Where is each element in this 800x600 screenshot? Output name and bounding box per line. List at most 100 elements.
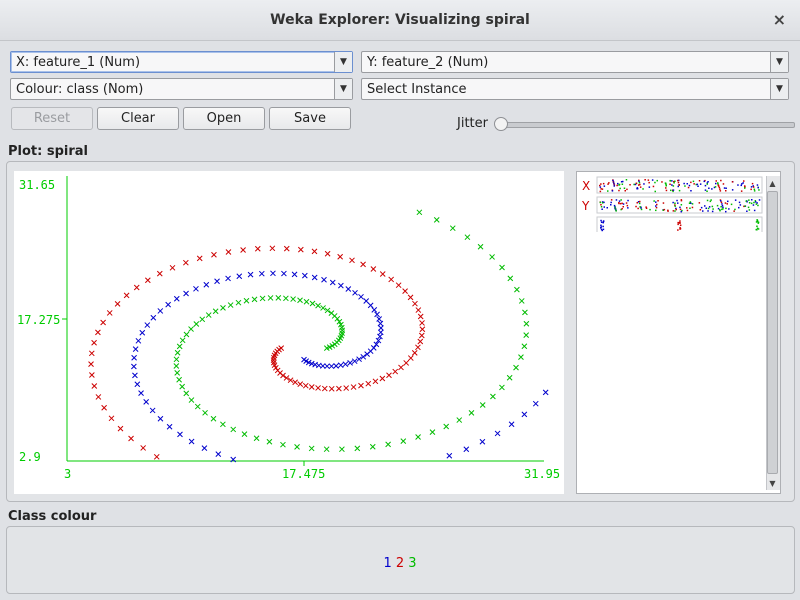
scatter-point-class-3[interactable] — [280, 441, 286, 448]
scatter-point-class-1[interactable] — [329, 279, 336, 286]
scatter-point-class-3[interactable] — [354, 445, 361, 452]
scatter-point-class-2[interactable] — [108, 415, 115, 422]
scatter-point-class-1[interactable] — [494, 430, 501, 437]
class-legend-item-3[interactable]: 3 — [408, 556, 417, 571]
scatter-point-class-2[interactable] — [398, 364, 404, 371]
scatter-point-class-3[interactable] — [220, 305, 226, 311]
scatter-point-class-3[interactable] — [194, 403, 201, 410]
scatter-point-class-3[interactable] — [275, 295, 282, 301]
scatter-point-class-2[interactable] — [402, 288, 408, 295]
scatter-point-class-3[interactable] — [523, 332, 530, 338]
scatter-point-class-1[interactable] — [132, 346, 139, 353]
scatter-point-class-2[interactable] — [419, 326, 426, 333]
scatter-point-class-2[interactable] — [407, 355, 414, 361]
scatter-point-class-3[interactable] — [499, 264, 505, 271]
scatter-point-class-1[interactable] — [374, 311, 380, 318]
scatter-point-class-1[interactable] — [193, 285, 199, 292]
scatter-point-class-2[interactable] — [292, 379, 299, 386]
scatter-point-class-3[interactable] — [479, 402, 486, 408]
clear-button[interactable]: Clear — [97, 107, 179, 130]
scatter-point-class-3[interactable] — [266, 438, 273, 445]
scatter-point-class-1[interactable] — [183, 290, 189, 297]
scatter-point-class-1[interactable] — [247, 271, 254, 278]
scatter-point-class-1[interactable] — [230, 456, 237, 463]
scatter-point-class-3[interactable] — [507, 275, 514, 282]
scatter-point-class-1[interactable] — [333, 362, 339, 369]
scatter-point-class-3[interactable] — [179, 383, 186, 390]
scatter-point-class-2[interactable] — [100, 319, 106, 326]
scatter-point-class-2[interactable] — [365, 380, 372, 387]
scatter-point-class-3[interactable] — [179, 337, 186, 344]
scatter-point-class-3[interactable] — [477, 243, 484, 250]
scatter-point-class-2[interactable] — [140, 445, 147, 451]
scatter-point-class-1[interactable] — [165, 301, 172, 308]
scatter-point-class-2[interactable] — [254, 245, 261, 252]
scatter-point-class-3[interactable] — [506, 374, 513, 381]
scatter-point-class-3[interactable] — [456, 417, 463, 423]
scatter-point-class-2[interactable] — [418, 332, 425, 339]
scatter-point-class-2[interactable] — [91, 383, 98, 389]
scatter-point-class-1[interactable] — [157, 415, 164, 422]
scatter-point-class-1[interactable] — [360, 353, 367, 360]
scatter-point-class-1[interactable] — [321, 276, 327, 283]
scatter-point-class-1[interactable] — [345, 286, 352, 292]
scatter-point-class-3[interactable] — [443, 423, 450, 430]
scatter-point-class-2[interactable] — [133, 284, 140, 291]
scatter-point-class-2[interactable] — [283, 375, 290, 381]
scatter-point-class-1[interactable] — [305, 359, 312, 366]
scatter-point-class-2[interactable] — [392, 368, 399, 375]
scatter-point-class-2[interactable] — [417, 313, 424, 320]
scatter-point-class-2[interactable] — [269, 245, 276, 252]
scatter-point-class-1[interactable] — [358, 293, 364, 300]
scatter-point-class-3[interactable] — [324, 307, 331, 314]
scatter-point-class-3[interactable] — [449, 225, 456, 232]
scatter-point-class-2[interactable] — [95, 329, 101, 336]
scatter-point-class-1[interactable] — [157, 308, 164, 314]
class-legend-item-2[interactable]: 2 — [395, 556, 405, 571]
scatter-plot[interactable]: 31.65 17.275 2.9 3 17.475 31.95 — [14, 171, 564, 494]
scatter-point-class-3[interactable] — [235, 299, 242, 306]
scatter-point-class-1[interactable] — [377, 329, 384, 336]
scatter-point-class-2[interactable] — [88, 350, 95, 357]
scatter-point-class-2[interactable] — [370, 266, 377, 272]
scatter-point-class-1[interactable] — [138, 390, 144, 396]
scatter-point-class-2[interactable] — [287, 377, 294, 384]
scatter-point-class-1[interactable] — [225, 275, 231, 282]
scatter-point-class-1[interactable] — [188, 438, 195, 445]
scatter-point-class-3[interactable] — [468, 410, 475, 416]
scatter-point-class-2[interactable] — [297, 246, 304, 253]
scatter-point-class-1[interactable] — [370, 345, 377, 351]
scatter-point-class-1[interactable] — [308, 360, 315, 367]
scatter-point-class-3[interactable] — [489, 254, 495, 260]
scatter-point-class-3[interactable] — [243, 297, 250, 304]
scatter-point-class-2[interactable] — [144, 277, 151, 284]
scatter-point-class-1[interactable] — [236, 273, 243, 280]
scatter-point-class-1[interactable] — [542, 389, 549, 396]
scatter-point-class-2[interactable] — [411, 349, 418, 356]
scatter-point-class-3[interactable] — [429, 429, 436, 436]
scatter-point-class-2[interactable] — [415, 307, 422, 313]
scatter-point-class-3[interactable] — [267, 295, 274, 301]
scatter-point-class-2[interactable] — [117, 425, 124, 432]
scatter-point-class-3[interactable] — [227, 302, 234, 308]
scatter-point-class-2[interactable] — [386, 372, 392, 379]
scatter-point-class-3[interactable] — [283, 295, 289, 302]
reset-button[interactable]: Reset — [11, 107, 93, 130]
scatter-point-class-1[interactable] — [131, 363, 137, 370]
scatter-point-class-2[interactable] — [419, 320, 425, 326]
scatter-point-class-2[interactable] — [297, 381, 304, 387]
scatter-point-class-2[interactable] — [91, 339, 97, 346]
scatter-point-class-2[interactable] — [379, 375, 386, 382]
scatter-point-class-3[interactable] — [433, 217, 440, 223]
scatter-point-class-1[interactable] — [144, 322, 151, 328]
scatter-point-class-1[interactable] — [463, 446, 470, 453]
scatter-point-class-1[interactable] — [338, 282, 344, 289]
scatter-point-class-1[interactable] — [363, 298, 370, 304]
scatter-point-class-2[interactable] — [106, 310, 113, 316]
scatter-point-class-1[interactable] — [149, 407, 156, 414]
scatter-point-class-2[interactable] — [95, 394, 102, 400]
scatter-point-class-2[interactable] — [240, 247, 246, 253]
scatter-point-class-3[interactable] — [490, 393, 496, 400]
scatter-point-class-2[interactable] — [315, 385, 321, 391]
scatter-point-class-3[interactable] — [336, 318, 343, 325]
